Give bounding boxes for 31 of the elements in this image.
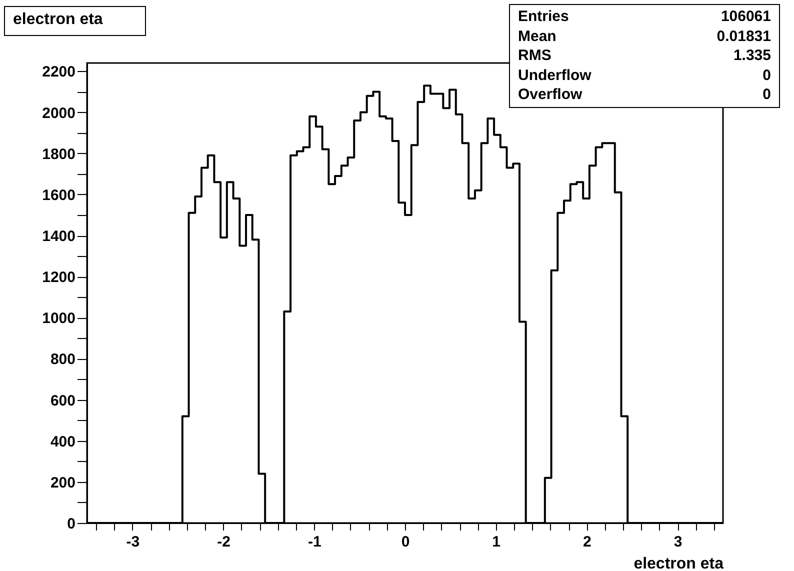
annotation: RMS — [518, 46, 552, 66]
y-tick-label: 1000 — [42, 310, 76, 328]
text: 106061 — [720, 7, 771, 26]
text: 1.335 — [732, 46, 771, 66]
y-tick-label: 2000 — [42, 104, 76, 122]
x-tick-label: -2 — [217, 534, 230, 550]
annotation: Underflow — [518, 66, 592, 85]
y-tick-label: 200 — [50, 474, 76, 492]
text: Entries — [518, 7, 570, 26]
y-tick-label: 1200 — [42, 269, 76, 286]
y-tick-label: 400 — [50, 433, 76, 450]
annotation: Overflow — [518, 85, 584, 104]
x-tick-label: 0 — [401, 534, 410, 550]
y-tick-label: 1800 — [42, 146, 76, 163]
y-tick-label: 1600 — [42, 186, 76, 204]
y-tick-label: 800 — [50, 351, 76, 368]
x-tick-label: -1 — [308, 534, 322, 550]
x-tick-label: 3 — [674, 534, 682, 550]
y-tick-label: 0 — [67, 516, 76, 532]
y-tick-label: 600 — [50, 392, 76, 410]
text: Mean — [518, 26, 558, 46]
x-tick-label: -3 — [126, 534, 140, 550]
y-tick-label: 1400 — [42, 228, 76, 245]
text: 0.01831 — [716, 26, 771, 46]
chart-title: electron eta — [4, 6, 146, 36]
text: 0 — [762, 66, 771, 85]
x-axis-title: electron eta — [634, 556, 724, 571]
x-tick-label: 1 — [492, 534, 501, 550]
y-tick-label: 2200 — [42, 64, 76, 81]
text: 0 — [762, 85, 771, 104]
x-tick-label: 2 — [583, 534, 592, 550]
